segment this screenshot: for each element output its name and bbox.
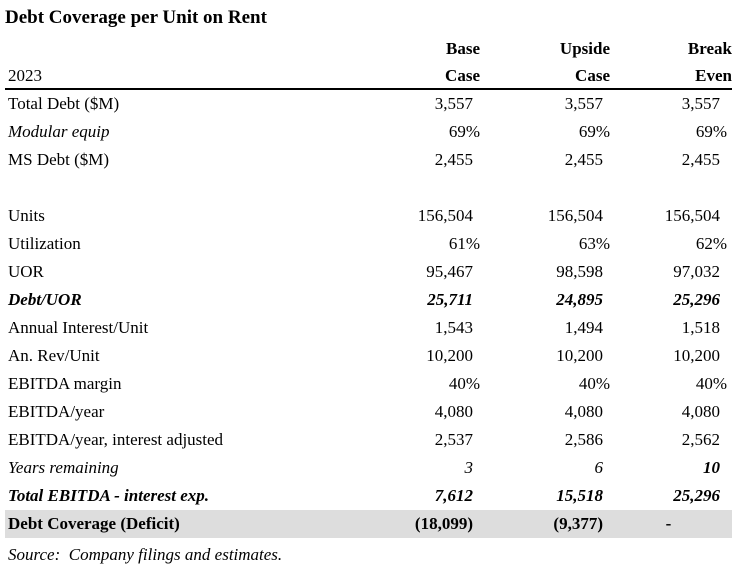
value-cell: 40% bbox=[578, 374, 610, 393]
value-cell: 2,455 bbox=[681, 150, 720, 169]
table-row-annual-revenue: An. Rev/Unit 10,200 10,200 10,200 bbox=[5, 342, 732, 370]
source-note: Source: Company filings and estimates. bbox=[8, 545, 283, 564]
row-label: Debt Coverage (Deficit) bbox=[5, 510, 395, 538]
row-label: Units bbox=[8, 206, 45, 225]
row-label: Annual Interest/Unit bbox=[8, 318, 149, 337]
value-cell: 95,467 bbox=[426, 262, 473, 281]
spacer-cell bbox=[5, 174, 732, 202]
column-header-breakeven-line1: Break bbox=[687, 39, 732, 58]
table-row-utilization: Utilization 61% 63% 62% bbox=[5, 230, 732, 258]
row-label: UOR bbox=[8, 262, 44, 281]
row-label: Debt/UOR bbox=[8, 290, 82, 309]
table-row-ebitda-adjusted: EBITDA/year, interest adjusted 2,537 2,5… bbox=[5, 426, 732, 454]
value-cell: 156,504 bbox=[664, 206, 720, 225]
value-cell: 7,612 bbox=[434, 486, 473, 505]
value-cell: 10,200 bbox=[673, 346, 720, 365]
row-label: EBITDA/year, interest adjusted bbox=[8, 430, 224, 449]
value-cell: 156,504 bbox=[417, 206, 473, 225]
year-label: 2023 bbox=[5, 59, 395, 90]
table-row-total-ebitda: Total EBITDA - interest exp. 7,612 15,51… bbox=[5, 482, 732, 510]
value-cell: 2,586 bbox=[564, 430, 603, 449]
row-label: An. Rev/Unit bbox=[8, 346, 100, 365]
value-cell: 2,455 bbox=[434, 150, 473, 169]
row-label: MS Debt ($M) bbox=[8, 150, 110, 169]
spacer-row bbox=[5, 174, 732, 202]
row-label: Modular equip bbox=[8, 122, 110, 141]
value-cell: 4,080 bbox=[434, 402, 473, 421]
table-row-annual-interest: Annual Interest/Unit 1,543 1,494 1,518 bbox=[5, 314, 732, 342]
value-cell: 1,518 bbox=[681, 318, 720, 337]
value-cell: 2,537 bbox=[434, 430, 473, 449]
value-cell: 156,504 bbox=[547, 206, 603, 225]
header-row-2: 2023 Case Case Even bbox=[5, 59, 732, 90]
table-row-ebitda-year: EBITDA/year 4,080 4,080 4,080 bbox=[5, 398, 732, 426]
value-cell: 69% bbox=[448, 122, 480, 141]
table-row-units: Units 156,504 156,504 156,504 bbox=[5, 202, 732, 230]
value-cell: 69% bbox=[578, 122, 610, 141]
header-row-1: Base Upside Break bbox=[5, 32, 732, 59]
table-row-debt-coverage: Debt Coverage (Deficit) (18,099) (9,377)… bbox=[5, 510, 732, 538]
value-cell: 15,518 bbox=[556, 486, 603, 505]
value-cell: 69% bbox=[695, 122, 727, 141]
value-cell: 10,200 bbox=[556, 346, 603, 365]
column-header-upside-line2: Case bbox=[480, 59, 610, 90]
value-cell: 4,080 bbox=[681, 402, 720, 421]
value-cell: 97,032 bbox=[673, 262, 720, 281]
table-row-debt-uor: Debt/UOR 25,711 24,895 25,296 bbox=[5, 286, 732, 314]
column-header-upside-line1: Upside bbox=[559, 39, 610, 58]
value-cell: 1,494 bbox=[564, 318, 603, 337]
row-label: EBITDA margin bbox=[8, 374, 122, 393]
value-cell: 1,543 bbox=[434, 318, 473, 337]
value-cell: 40% bbox=[448, 374, 480, 393]
value-cell: - bbox=[610, 510, 732, 538]
value-cell: 24,895 bbox=[556, 290, 603, 309]
value-cell: 25,711 bbox=[427, 290, 473, 309]
value-cell: 3,557 bbox=[564, 94, 603, 113]
value-cell: 3,557 bbox=[434, 94, 473, 113]
value-cell: 2,455 bbox=[564, 150, 603, 169]
header-empty-cell bbox=[5, 32, 395, 59]
value-cell: 98,598 bbox=[556, 262, 603, 281]
row-label: Total EBITDA - interest exp. bbox=[8, 486, 210, 505]
value-cell: 25,296 bbox=[673, 290, 720, 309]
row-label: Utilization bbox=[8, 234, 81, 253]
debt-coverage-table: Base Upside Break 2023 Case Case Even To… bbox=[5, 32, 732, 538]
table-row-years-remaining: Years remaining 3 6 10 bbox=[5, 454, 732, 482]
table-row-uor: UOR 95,467 98,598 97,032 bbox=[5, 258, 732, 286]
table-row-ebitda-margin: EBITDA margin 40% 40% 40% bbox=[5, 370, 732, 398]
value-cell: 61% bbox=[448, 234, 480, 253]
column-header-breakeven-line2: Even bbox=[610, 59, 732, 90]
page-title: Debt Coverage per Unit on Rent bbox=[5, 7, 267, 28]
table-header: Base Upside Break 2023 Case Case Even bbox=[5, 32, 732, 90]
row-label: Total Debt ($M) bbox=[8, 94, 120, 113]
table-body: Total Debt ($M) 3,557 3,557 3,557 Modula… bbox=[5, 89, 732, 538]
value-cell: (9,377) bbox=[480, 510, 610, 538]
value-cell: 4,080 bbox=[564, 402, 603, 421]
value-cell: 3,557 bbox=[681, 94, 720, 113]
table-row-modular-equip: Modular equip 69% 69% 69% bbox=[5, 118, 732, 146]
value-cell: 62% bbox=[695, 234, 727, 253]
value-cell: 10 bbox=[703, 458, 720, 477]
value-cell: 6 bbox=[594, 458, 604, 477]
table-row-ms-debt: MS Debt ($M) 2,455 2,455 2,455 bbox=[5, 146, 732, 174]
value-cell: 2,562 bbox=[681, 430, 720, 449]
row-label: EBITDA/year bbox=[8, 402, 105, 421]
value-cell: 3 bbox=[464, 458, 474, 477]
value-cell: 63% bbox=[578, 234, 610, 253]
column-header-base-line1: Base bbox=[446, 39, 480, 58]
row-label: Years remaining bbox=[8, 458, 119, 477]
value-cell: 40% bbox=[695, 374, 727, 393]
value-cell: 25,296 bbox=[673, 486, 720, 505]
value-cell: (18,099) bbox=[395, 510, 480, 538]
table-row-total-debt: Total Debt ($M) 3,557 3,557 3,557 bbox=[5, 89, 732, 118]
value-cell: 10,200 bbox=[426, 346, 473, 365]
column-header-base-line2: Case bbox=[395, 59, 480, 90]
